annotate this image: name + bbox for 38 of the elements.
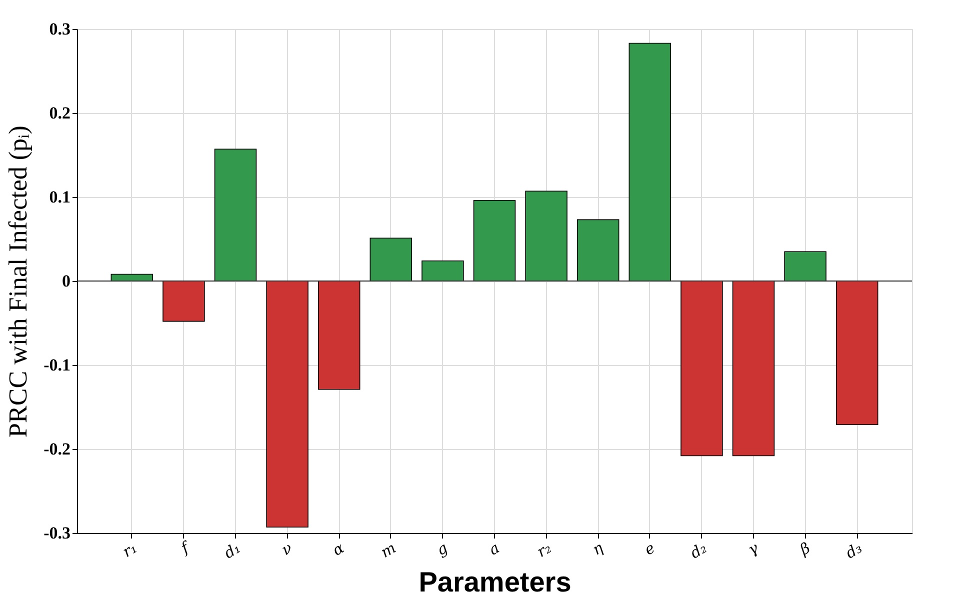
y-tick-label: 0.2: [49, 104, 70, 122]
bar: [784, 251, 826, 282]
y-tick-label: -0.1: [44, 356, 70, 374]
x-tick-label: r₂: [534, 538, 554, 561]
x-axis-title: Parameters: [418, 566, 572, 598]
x-tick-label: β: [796, 538, 814, 560]
bar: [266, 280, 308, 528]
y-axis-title: PRCC with Final Infected (pᵢ): [4, 126, 33, 438]
y-tick-label: -0.2: [44, 440, 70, 458]
x-tick-label: r₁: [119, 538, 140, 561]
bar: [370, 238, 412, 282]
x-tick-label: γ: [744, 538, 762, 559]
bar: [422, 260, 464, 282]
y-tick-label: 0: [62, 272, 70, 290]
x-tick-label: g: [433, 538, 451, 560]
bar: [628, 42, 672, 282]
x-tick-label: m: [378, 538, 399, 562]
bar: [318, 280, 360, 390]
bar: [525, 190, 568, 282]
bar: [836, 280, 878, 426]
x-tick-label: d₃: [842, 538, 866, 562]
x-tick-label: α: [329, 538, 348, 560]
x-tick-label: ν: [278, 538, 296, 559]
x-tick-label: f: [177, 538, 194, 558]
y-tick-label: -0.3: [44, 524, 70, 542]
bar: [576, 219, 620, 282]
x-tick-label: d₂: [687, 538, 710, 562]
bar: [732, 280, 775, 456]
x-tick-label: a: [486, 538, 502, 559]
x-tick-label: η: [589, 538, 606, 559]
bar: [680, 280, 723, 456]
y-tick-label: 0.1: [49, 188, 70, 206]
y-tick-label: 0.3: [49, 20, 70, 38]
bar: [473, 200, 516, 282]
x-tick-label: d₁: [220, 538, 244, 562]
bar: [214, 148, 257, 282]
bar: [162, 280, 205, 322]
x-tick-label: e: [641, 538, 658, 559]
